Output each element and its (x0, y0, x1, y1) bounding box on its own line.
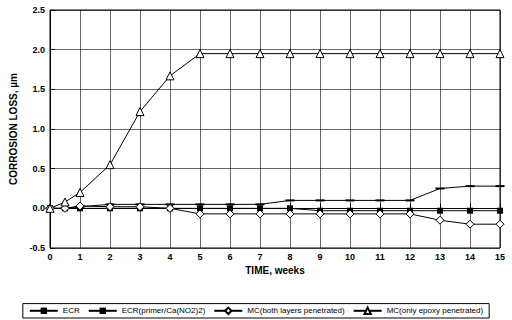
svg-text:0: 0 (47, 252, 52, 262)
svg-text:ECR(primer/Ca(NO2)2): ECR(primer/Ca(NO2)2) (122, 306, 206, 315)
svg-text:5: 5 (197, 252, 202, 262)
svg-text:ECR: ECR (63, 306, 80, 315)
svg-text:13: 13 (435, 252, 445, 262)
svg-text:0.5: 0.5 (32, 164, 45, 174)
svg-text:2: 2 (107, 252, 112, 262)
svg-text:2.0: 2.0 (32, 45, 45, 55)
svg-text:7: 7 (257, 252, 262, 262)
svg-text:11: 11 (375, 252, 385, 262)
svg-text:14: 14 (465, 252, 475, 262)
svg-text:TIME, weeks: TIME, weeks (245, 265, 305, 276)
svg-text:CORROSION LOSS, µm: CORROSION LOSS, µm (8, 73, 19, 185)
svg-text:3: 3 (137, 252, 142, 262)
svg-text:1: 1 (77, 252, 82, 262)
svg-text:12: 12 (405, 252, 415, 262)
svg-text:MC(both layers penetrated): MC(both layers penetrated) (247, 306, 345, 315)
svg-text:15: 15 (495, 252, 505, 262)
svg-text:-0.5: -0.5 (29, 243, 45, 253)
svg-text:0.0: 0.0 (32, 203, 45, 213)
svg-text:1.5: 1.5 (32, 84, 45, 94)
svg-text:8: 8 (287, 252, 292, 262)
svg-text:2.5: 2.5 (32, 5, 45, 15)
svg-text:6: 6 (227, 252, 232, 262)
svg-text:4: 4 (167, 252, 172, 262)
svg-text:MC(only epoxy penetrated): MC(only epoxy penetrated) (387, 306, 484, 315)
svg-text:1.0: 1.0 (32, 124, 45, 134)
svg-text:9: 9 (317, 252, 322, 262)
svg-text:10: 10 (345, 252, 355, 262)
